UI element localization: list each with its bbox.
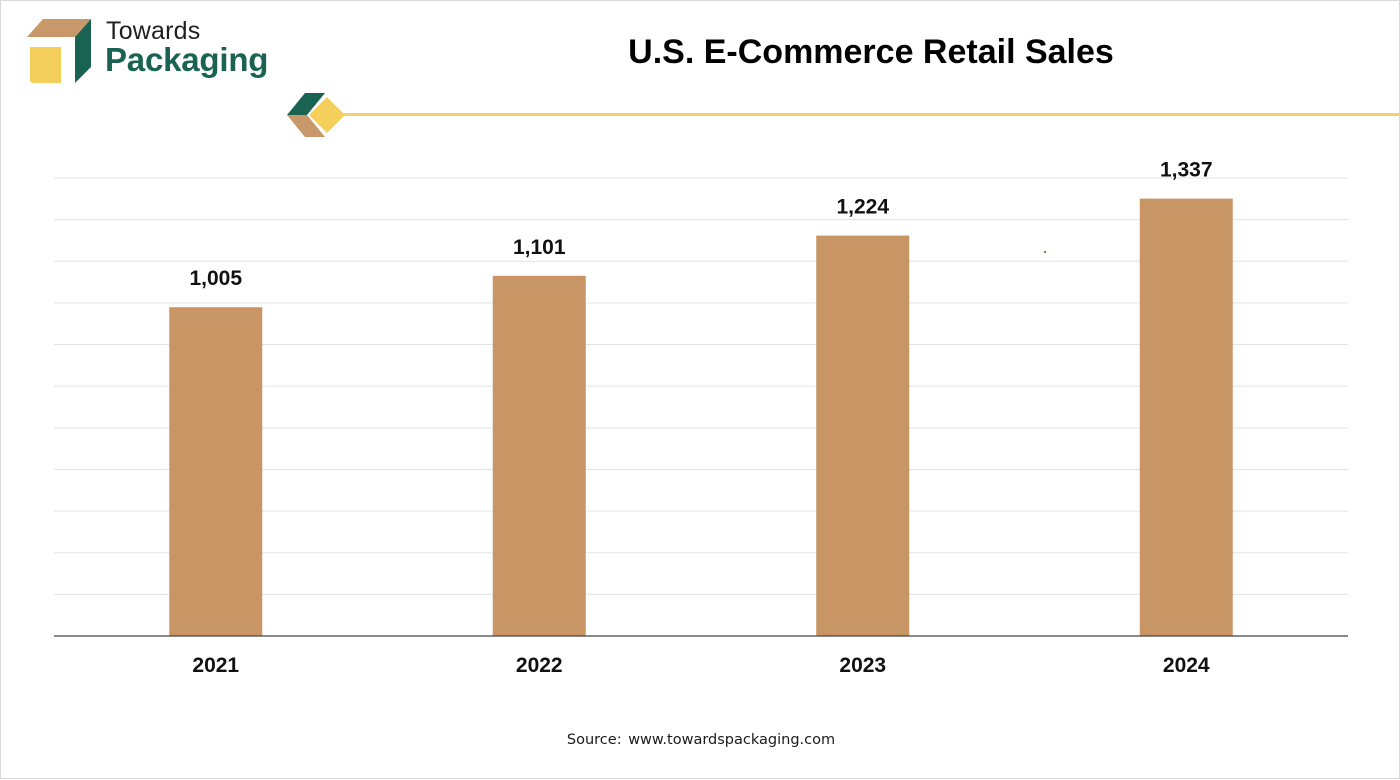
x-tick-label: 2023 xyxy=(839,654,886,677)
brand-name-bottom: Packaging xyxy=(105,41,269,78)
bar xyxy=(169,307,263,636)
data-label: 1,224 xyxy=(836,196,889,219)
source-label: Source: xyxy=(566,732,622,748)
diamond-divider-icon xyxy=(287,93,1400,137)
bar xyxy=(816,235,910,636)
data-label: 1,337 xyxy=(1160,159,1213,182)
data-label: 1,101 xyxy=(513,236,566,259)
chart-title: U.S. E-Commerce Retail Sales xyxy=(628,33,1114,71)
x-tick-label: 2021 xyxy=(192,654,239,677)
box-logo-icon xyxy=(27,19,91,83)
brand-name-top: Towards xyxy=(106,17,201,45)
source-note: Source: www.towardspackaging.com xyxy=(1,732,1400,748)
x-tick-label: 2022 xyxy=(516,654,563,677)
data-label: 1,005 xyxy=(189,267,242,290)
stray-dot xyxy=(1044,251,1046,253)
x-tick-label: 2024 xyxy=(1163,654,1210,677)
bar xyxy=(1139,198,1233,637)
bar xyxy=(492,275,586,636)
source-link[interactable]: www.towardspackaging.com xyxy=(628,732,836,748)
brand-logo[interactable]: Towards Packaging xyxy=(25,17,285,89)
